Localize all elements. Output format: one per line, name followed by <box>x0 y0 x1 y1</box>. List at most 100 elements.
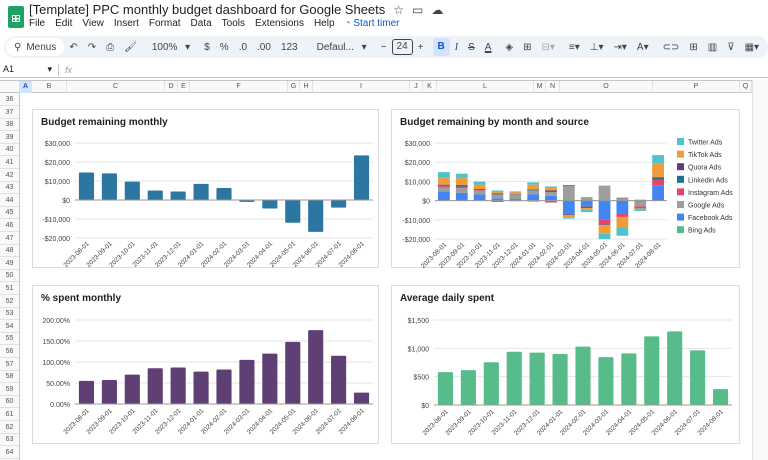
row-header-42[interactable]: 42 <box>0 169 19 182</box>
formula-input[interactable] <box>72 63 768 77</box>
functions-button[interactable]: Σ <box>764 42 768 53</box>
row-header-61[interactable]: 61 <box>0 408 19 421</box>
row-header-47[interactable]: 47 <box>0 232 19 245</box>
column-header-P[interactable]: P <box>653 81 740 93</box>
undo-icon[interactable]: ↶ <box>69 41 78 53</box>
menus-search[interactable]: ⚲ Menus <box>6 38 65 56</box>
bold-button[interactable]: B <box>432 38 450 56</box>
menu-format[interactable]: Format <box>148 18 181 29</box>
menu-view[interactable]: View <box>82 18 104 29</box>
star-icon[interactable]: ☆ <box>393 2 405 17</box>
row-header-40[interactable]: 40 <box>0 143 19 157</box>
chart-budget-remaining-monthly[interactable]: Budget remaining monthly $30,000 $20,000 $… <box>32 109 379 269</box>
row-header-55[interactable]: 55 <box>0 332 19 346</box>
row-header-49[interactable]: 49 <box>0 257 19 270</box>
start-timer-button[interactable]: ◔ Start timer <box>345 18 400 29</box>
column-header-A[interactable]: A <box>20 81 32 93</box>
row-header-53[interactable]: 53 <box>0 307 19 321</box>
column-header-I[interactable]: I <box>313 81 410 93</box>
row-header-41[interactable]: 41 <box>0 156 19 169</box>
print-icon[interactable]: ⎙ <box>106 41 115 53</box>
column-header-B[interactable]: B <box>32 81 67 93</box>
menu-edit[interactable]: Edit <box>55 18 73 29</box>
row-header-57[interactable]: 57 <box>0 358 19 371</box>
column-header-N[interactable]: N <box>546 81 560 93</box>
font-size-input[interactable]: 24 <box>391 39 413 55</box>
currency-button[interactable]: $ <box>204 41 210 53</box>
vertical-scrollbar[interactable] <box>752 80 768 460</box>
select-all-corner[interactable] <box>0 81 20 93</box>
column-header-Q[interactable]: Q <box>740 81 752 93</box>
horizontal-align-icon[interactable]: ≡▾ <box>568 41 580 53</box>
merge-cells-icon[interactable]: ⊟▾ <box>541 41 555 53</box>
column-header-E[interactable]: E <box>178 81 190 93</box>
row-header-48[interactable]: 48 <box>0 244 19 258</box>
vertical-align-icon[interactable]: ⊥▾ <box>589 41 604 53</box>
increase-decimal-button[interactable]: .00 <box>257 41 271 53</box>
chart-budget-remaining-by-source[interactable]: Budget remaining by month and source $30… <box>391 109 740 269</box>
strikethrough-button[interactable]: S <box>468 41 475 53</box>
row-header-60[interactable]: 60 <box>0 395 19 409</box>
row-header-54[interactable]: 54 <box>0 320 19 333</box>
row-header-43[interactable]: 43 <box>0 181 19 195</box>
cloud-status-icon[interactable]: ☁ <box>431 2 444 17</box>
row-header-45[interactable]: 45 <box>0 206 19 220</box>
row-header-62[interactable]: 62 <box>0 421 19 434</box>
paint-format-icon[interactable]: 🖌︎ <box>124 41 137 53</box>
decrease-font-size-button[interactable]: − <box>380 41 387 53</box>
borders-icon[interactable]: ⊞ <box>523 41 532 53</box>
filter-icon[interactable]: ⊽ <box>727 41 735 53</box>
move-folder-icon[interactable]: ▭ <box>412 2 424 17</box>
menu-insert[interactable]: Insert <box>113 18 139 29</box>
row-header-50[interactable]: 50 <box>0 269 19 283</box>
column-header-F[interactable]: F <box>190 81 288 93</box>
row-header-56[interactable]: 56 <box>0 345 19 358</box>
text-wrap-icon[interactable]: ⇥▾ <box>613 41 627 53</box>
column-header-L[interactable]: L <box>437 81 534 93</box>
increase-font-size-button[interactable]: + <box>417 41 424 53</box>
row-header-52[interactable]: 52 <box>0 295 19 308</box>
name-box[interactable]: A1 ▾ <box>0 64 52 75</box>
row-header-51[interactable]: 51 <box>0 282 19 295</box>
menu-help[interactable]: Help <box>313 18 335 29</box>
row-header-44[interactable]: 44 <box>0 194 19 207</box>
row-header-38[interactable]: 38 <box>0 118 19 132</box>
menu-extensions[interactable]: Extensions <box>255 18 304 29</box>
menu-data[interactable]: Data <box>190 18 212 29</box>
column-header-D[interactable]: D <box>165 81 178 93</box>
insert-comment-icon[interactable]: ⊞ <box>689 41 698 53</box>
text-color-button[interactable]: A <box>484 41 492 53</box>
more-formats-button[interactable]: 123 <box>280 41 298 53</box>
zoom-select[interactable]: 100% ▾ <box>142 42 195 53</box>
column-header-J[interactable]: J <box>410 81 423 93</box>
fill-color-icon[interactable]: ◈ <box>505 41 514 53</box>
insert-link-icon[interactable]: ⊂⊃ <box>662 41 680 53</box>
menu-file[interactable]: File <box>29 18 46 29</box>
column-header-O[interactable]: O <box>560 81 653 93</box>
column-header-C[interactable]: C <box>67 81 165 93</box>
redo-icon[interactable]: ↷ <box>87 41 97 53</box>
column-header-H[interactable]: H <box>300 81 313 93</box>
text-rotation-icon[interactable]: A▾ <box>636 41 649 53</box>
menu-tools[interactable]: Tools <box>221 18 246 29</box>
column-header-K[interactable]: K <box>423 81 437 93</box>
row-header-36[interactable]: 36 <box>0 93 19 106</box>
filter-views-icon[interactable]: ▦▾ <box>744 41 760 53</box>
row-header-58[interactable]: 58 <box>0 370 19 384</box>
column-header-G[interactable]: G <box>288 81 300 93</box>
percent-button[interactable]: % <box>219 41 229 53</box>
row-header-39[interactable]: 39 <box>0 131 19 144</box>
row-header-59[interactable]: 59 <box>0 383 19 396</box>
italic-button[interactable]: I <box>454 41 459 53</box>
row-header-46[interactable]: 46 <box>0 219 19 232</box>
chart-percent-spent-monthly[interactable]: % spent monthly 200.00% 150.00% 100.00% 50.… <box>32 285 379 444</box>
row-header-37[interactable]: 37 <box>0 106 19 119</box>
font-select[interactable]: Defaul... ▾ <box>307 42 372 53</box>
row-header-63[interactable]: 63 <box>0 433 19 447</box>
row-header-64[interactable]: 64 <box>0 446 19 459</box>
insert-chart-icon[interactable]: ▥ <box>707 41 718 53</box>
decrease-decimal-button[interactable]: .0 <box>238 41 248 53</box>
sheets-logo[interactable] <box>8 6 24 28</box>
chart-average-daily-spent[interactable]: Average daily spent $1,500 $1,000 $500 $0 20… <box>391 285 740 444</box>
column-header-M[interactable]: M <box>534 81 546 93</box>
